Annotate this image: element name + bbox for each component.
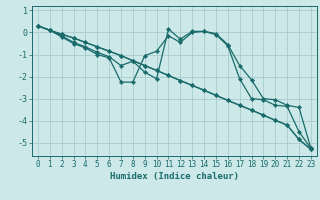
X-axis label: Humidex (Indice chaleur): Humidex (Indice chaleur) [110,172,239,181]
